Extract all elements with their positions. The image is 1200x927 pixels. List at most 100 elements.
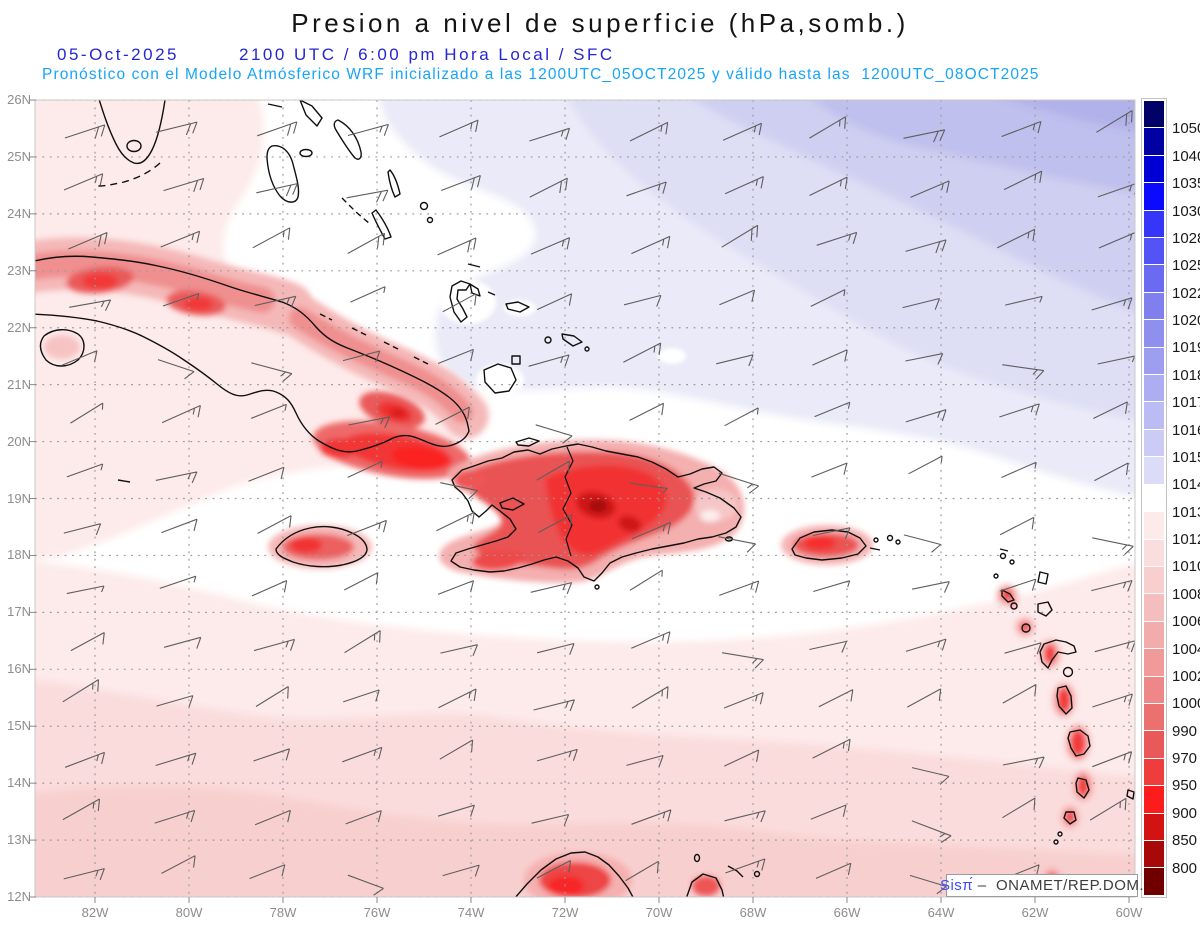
wind-barb bbox=[254, 295, 297, 308]
wind-barb bbox=[63, 523, 102, 536]
colorbar-segment bbox=[1144, 594, 1164, 622]
coast-exumas bbox=[341, 197, 371, 225]
wind-barb bbox=[252, 227, 291, 249]
colorbar-value-label: 1014 bbox=[1172, 476, 1200, 494]
lon-tick-label: 64W bbox=[927, 905, 955, 920]
wind-barb bbox=[1092, 751, 1133, 768]
colorbar-segment bbox=[1144, 868, 1164, 895]
wind-barb bbox=[65, 751, 106, 768]
coast-great-inagua bbox=[483, 363, 517, 394]
wind-barb bbox=[999, 578, 1037, 592]
coast-plana-cays bbox=[487, 291, 496, 296]
wind-barb bbox=[1091, 297, 1133, 311]
coast-eleuthera bbox=[333, 119, 362, 160]
wind-barb bbox=[631, 686, 669, 709]
coast-st-martin bbox=[999, 552, 1007, 560]
colorbar-value-label: 1016 bbox=[1172, 421, 1200, 439]
coast-guajira bbox=[514, 851, 634, 897]
wind-barb bbox=[256, 183, 298, 197]
wind-barb bbox=[257, 515, 292, 534]
coast-mayaguana bbox=[505, 301, 530, 313]
wind-barb bbox=[814, 401, 851, 418]
wind-barb bbox=[812, 527, 851, 540]
wind-barb bbox=[1002, 364, 1045, 380]
colorbar-value-label: 1025 bbox=[1172, 257, 1200, 275]
wind-barb bbox=[69, 299, 112, 311]
wind-barb bbox=[1003, 170, 1043, 191]
wind-barb bbox=[903, 534, 942, 553]
coast-hispaniola bbox=[450, 443, 742, 582]
wind-barb bbox=[154, 809, 196, 824]
wind-barb bbox=[70, 402, 104, 424]
colorbar-segment bbox=[1144, 676, 1164, 704]
coast-aruba bbox=[693, 853, 701, 863]
wind-barb bbox=[255, 686, 289, 707]
wind-barb bbox=[631, 809, 672, 825]
coast-paraguana bbox=[685, 873, 725, 897]
wind-barb bbox=[63, 173, 104, 191]
wind-barb bbox=[1089, 797, 1127, 821]
lon-tick-label: 62W bbox=[1021, 905, 1049, 920]
colorbar-value-label: 850 bbox=[1172, 832, 1198, 850]
colorbar-segment bbox=[1144, 621, 1164, 650]
wind-barb bbox=[721, 224, 759, 248]
wind-barb bbox=[535, 424, 573, 444]
wind-barb bbox=[62, 679, 100, 703]
coast-rum-cay bbox=[426, 216, 434, 224]
colorbar-segment bbox=[1144, 210, 1164, 239]
colorbar-value-label: 1015 bbox=[1172, 448, 1200, 466]
wind-barb bbox=[160, 230, 201, 248]
wind-barb bbox=[910, 180, 950, 198]
lat-tick-label: 26N bbox=[7, 92, 31, 107]
wind-barb bbox=[724, 810, 766, 823]
coast-vieques bbox=[869, 547, 881, 551]
wind-barb bbox=[724, 176, 764, 195]
coast-saba bbox=[993, 573, 999, 579]
coast-guadeloupe bbox=[1039, 639, 1077, 669]
pressure-shading-pink bbox=[35, 100, 1135, 897]
colorbar-value-label: 1035 bbox=[1172, 175, 1200, 193]
wind-barb-field bbox=[61, 110, 1135, 897]
wind-barb bbox=[343, 572, 379, 591]
colorbar-value-label: 1020 bbox=[1172, 312, 1200, 330]
wind-barb bbox=[905, 353, 944, 365]
colorbar-value-label: 1013 bbox=[1172, 503, 1200, 521]
wind-barb bbox=[911, 581, 950, 593]
wind-barb bbox=[905, 409, 947, 423]
coast-tortuga bbox=[515, 437, 540, 447]
watermark-sep: – bbox=[977, 877, 987, 894]
wind-barb bbox=[254, 809, 291, 826]
wind-barb bbox=[625, 860, 659, 882]
coast-bonaire bbox=[753, 870, 761, 878]
wind-barb bbox=[536, 460, 571, 481]
wind-barb bbox=[813, 580, 851, 593]
lon-tick-label: 76W bbox=[363, 905, 391, 920]
colorbar-value-label: 990 bbox=[1172, 722, 1198, 740]
wind-barb bbox=[1091, 579, 1133, 592]
coast-virgin-islands-2 bbox=[895, 539, 901, 545]
wind-barb bbox=[629, 569, 663, 591]
coast-nevis bbox=[1010, 602, 1018, 610]
lat-tick-label: 20N bbox=[7, 433, 31, 449]
colorbar-value-label: 1040 bbox=[1172, 147, 1200, 165]
wind-barb bbox=[723, 692, 764, 709]
wind-barb bbox=[536, 293, 573, 311]
colorbar-value-label: 1018 bbox=[1172, 366, 1200, 384]
colorbar-frame bbox=[1141, 98, 1167, 898]
watermark-org: ONAMET/REP.DOM. bbox=[995, 877, 1145, 894]
coast-grenadines-1 bbox=[1057, 831, 1063, 837]
wind-barb bbox=[818, 689, 854, 708]
colorbar-segment bbox=[1144, 457, 1164, 485]
colorbar-segment bbox=[1144, 649, 1164, 677]
coast-crooked-island bbox=[449, 280, 471, 323]
colorbar-value-label: 900 bbox=[1172, 804, 1198, 822]
wind-barb bbox=[250, 403, 287, 419]
wind-barb bbox=[810, 804, 847, 820]
colorbar-value-label: 1012 bbox=[1172, 531, 1200, 549]
colorbar-segment bbox=[1144, 429, 1164, 458]
colorbar-segment bbox=[1144, 183, 1164, 211]
wind-barb bbox=[907, 688, 942, 708]
wind-barb bbox=[68, 231, 108, 250]
